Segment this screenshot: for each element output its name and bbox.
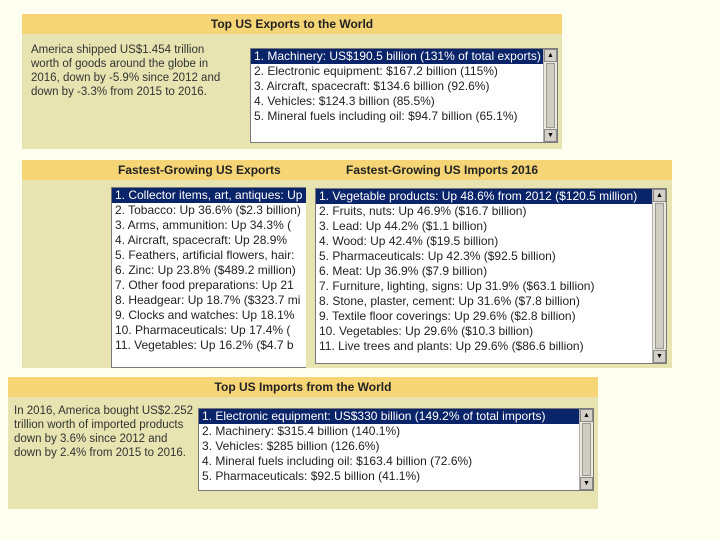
- top-exports-title: Top US Exports to the World: [22, 14, 562, 34]
- list-item[interactable]: 10. Pharmaceuticals: Up 17.4% (: [115, 323, 291, 337]
- top-imports-title: Top US Imports from the World: [8, 377, 598, 397]
- scroll-track[interactable]: [582, 423, 591, 476]
- list-item[interactable]: 11. Vegetables: Up 16.2% ($4.7 b: [115, 338, 294, 352]
- list-item[interactable]: 9. Textile floor coverings: Up 29.6% ($2…: [319, 309, 576, 323]
- list-item[interactable]: 6. Meat: Up 36.9% ($7.9 billion): [319, 264, 488, 278]
- top-exports-listbox[interactable]: 1. Machinery: US$190.5 billion (131% of …: [250, 48, 558, 143]
- fastest-imports-listbox[interactable]: 1. Vegetable products: Up 48.6% from 201…: [315, 188, 667, 364]
- list-item[interactable]: 1. Electronic equipment: US$330 billion …: [199, 409, 579, 424]
- scroll-track[interactable]: [655, 203, 664, 349]
- list-item[interactable]: 5. Pharmaceuticals: $92.5 billion (41.1%…: [202, 469, 421, 483]
- top-exports-description: America shipped US$1.454 trillion worth …: [31, 44, 221, 98]
- list-item[interactable]: 2. Fruits, nuts: Up 46.9% ($16.7 billion…: [319, 204, 527, 218]
- list-item[interactable]: 3. Vehicles: $285 billion (126.6%): [202, 439, 380, 453]
- scroll-thumb[interactable]: [546, 63, 555, 128]
- scrollbar[interactable]: ▲ ▼: [652, 189, 666, 363]
- top-imports-description: In 2016, America bought US$2.252 trillio…: [14, 405, 194, 459]
- list-item[interactable]: 5. Pharmaceuticals: Up 42.3% ($92.5 bill…: [319, 249, 556, 263]
- list-item[interactable]: 1. Vegetable products: Up 48.6% from 201…: [316, 189, 652, 204]
- scroll-thumb[interactable]: [582, 423, 591, 476]
- scroll-down-arrow-icon[interactable]: ▼: [653, 350, 666, 363]
- scrollbar[interactable]: ▲ ▼: [579, 409, 593, 490]
- listbox-items: 1. Collector items, art, antiques: Up 2. …: [112, 188, 362, 367]
- list-item[interactable]: 8. Stone, plaster, cement: Up 31.6% ($7.…: [319, 294, 580, 308]
- list-item[interactable]: 10. Vegetables: Up 29.6% ($10.3 billion): [319, 324, 534, 338]
- list-item[interactable]: 5. Feathers, artificial flowers, hair:: [115, 248, 295, 262]
- scroll-down-arrow-icon[interactable]: ▼: [544, 129, 557, 142]
- list-item[interactable]: 1. Collector items, art, antiques: Up: [112, 188, 362, 203]
- listbox-items: 1. Vegetable products: Up 48.6% from 201…: [316, 189, 652, 363]
- top-imports-panel: Top US Imports from the World In 2016, A…: [8, 377, 598, 509]
- scroll-up-arrow-icon[interactable]: ▲: [580, 409, 593, 422]
- fastest-imports-title: Fastest-Growing US Imports 2016: [306, 160, 672, 180]
- scroll-down-arrow-icon[interactable]: ▼: [580, 477, 593, 490]
- list-item[interactable]: 9. Clocks and watches: Up 18.1%: [115, 308, 295, 322]
- top-imports-listbox[interactable]: 1. Electronic equipment: US$330 billion …: [198, 408, 594, 491]
- listbox-items: 1. Machinery: US$190.5 billion (131% of …: [251, 49, 543, 142]
- fastest-imports-panel: Fastest-Growing US Imports 2016 1. Veget…: [306, 160, 672, 368]
- list-item[interactable]: 2. Electronic equipment: $167.2 billion …: [254, 64, 498, 78]
- list-item[interactable]: 4. Wood: Up 42.4% ($19.5 billion): [319, 234, 499, 248]
- list-item[interactable]: 3. Arms, ammunition: Up 34.3% (: [115, 218, 292, 232]
- list-item[interactable]: 6. Zinc: Up 23.8% ($489.2 million): [115, 263, 296, 277]
- list-item[interactable]: 2. Machinery: $315.4 billion (140.1%): [202, 424, 401, 438]
- list-item[interactable]: 4. Mineral fuels including oil: $163.4 b…: [202, 454, 473, 468]
- scroll-up-arrow-icon[interactable]: ▲: [544, 49, 557, 62]
- list-item[interactable]: 7. Furniture, lighting, signs: Up 31.9% …: [319, 279, 595, 293]
- list-item[interactable]: 4. Aircraft, spacecraft: Up 28.9%: [115, 233, 288, 247]
- fastest-exports-title-text: Fastest-Growing US Exports: [118, 163, 281, 177]
- list-item[interactable]: 1. Machinery: US$190.5 billion (131% of …: [251, 49, 543, 64]
- list-item[interactable]: 3. Aircraft, spacecraft: $134.6 billion …: [254, 79, 490, 93]
- listbox-items: 1. Electronic equipment: US$330 billion …: [199, 409, 579, 490]
- list-item[interactable]: 11. Live trees and plants: Up 29.6% ($86…: [319, 339, 584, 353]
- fastest-exports-title: Fastest-Growing US Exports: [22, 160, 362, 180]
- list-item[interactable]: 3. Lead: Up 44.2% ($1.1 billion): [319, 219, 488, 233]
- top-exports-panel: Top US Exports to the World America ship…: [22, 14, 562, 149]
- scroll-track[interactable]: [546, 63, 555, 128]
- scroll-up-arrow-icon[interactable]: ▲: [653, 189, 666, 202]
- list-item[interactable]: 7. Other food preparations: Up 21: [115, 278, 294, 292]
- scroll-thumb[interactable]: [655, 203, 664, 349]
- list-item[interactable]: 5. Mineral fuels including oil: $94.7 bi…: [254, 109, 518, 123]
- list-item[interactable]: 8. Headgear: Up 18.7% ($323.7 mi: [115, 293, 301, 307]
- scrollbar[interactable]: ▲ ▼: [543, 49, 557, 142]
- list-item[interactable]: 4. Vehicles: $124.3 billion (85.5%): [254, 94, 435, 108]
- list-item[interactable]: 2. Tobacco: Up 36.6% ($2.3 billion): [115, 203, 301, 217]
